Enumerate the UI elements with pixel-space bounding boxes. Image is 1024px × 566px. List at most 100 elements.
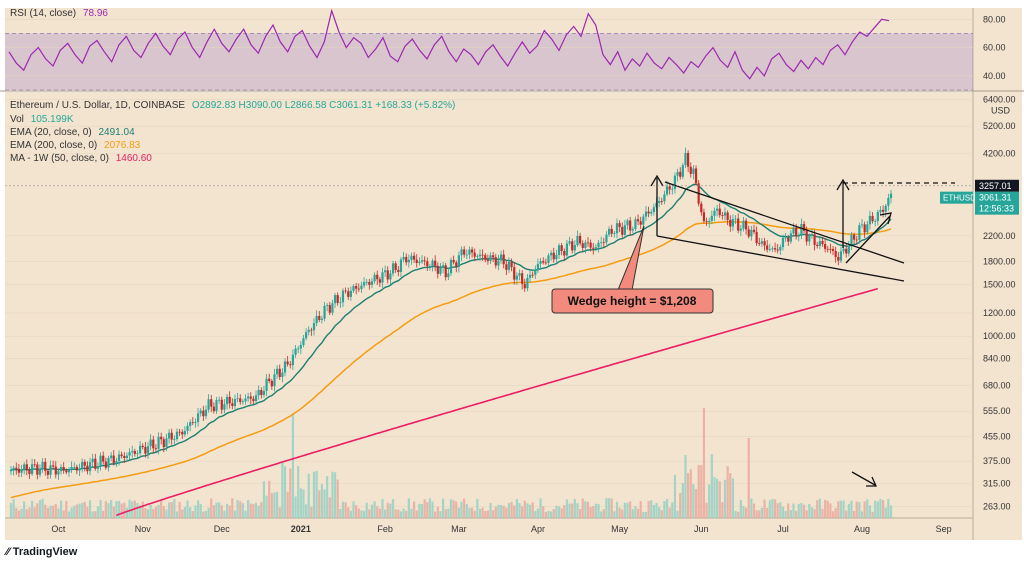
candle-body [636, 219, 640, 222]
candle-body [9, 469, 13, 472]
volume-bar [370, 504, 374, 518]
candle-body [781, 237, 785, 248]
current-symbol-label: ETHUSD [943, 194, 976, 203]
volume-bar [54, 503, 57, 518]
candle-body [278, 368, 281, 377]
volume-bar [776, 503, 779, 518]
volume-bar [247, 500, 250, 518]
volume-bar [249, 503, 252, 518]
candle-body [739, 228, 742, 231]
volume-bar [742, 506, 745, 518]
candle-body [810, 234, 814, 236]
candle-body [576, 235, 579, 246]
volume-bar [676, 510, 679, 518]
candle-body [12, 467, 15, 470]
candle-body [494, 257, 497, 266]
candle-body [797, 235, 800, 237]
volume-bar [773, 499, 777, 518]
candle-body [204, 409, 208, 417]
volume-bar [162, 506, 165, 518]
candle-body [679, 171, 682, 177]
candle-body [876, 212, 879, 222]
current-price-box [975, 191, 1019, 215]
volume-bar [494, 506, 497, 518]
volume-bar [473, 510, 476, 518]
candle-body [426, 261, 429, 267]
volume-bar [652, 504, 655, 518]
symbol-line: Ethereum / U.S. Dollar, 1D, COINBASE [10, 100, 186, 111]
volume-bar [352, 501, 355, 518]
volume-bar [268, 480, 271, 518]
volume-bar [700, 464, 703, 518]
candle-body [513, 267, 516, 280]
candle-body [618, 223, 621, 227]
volume-bar [847, 503, 850, 518]
volume-bar [763, 499, 766, 518]
volume-bar [252, 504, 255, 518]
candle-body [684, 152, 687, 166]
candle-body [341, 290, 345, 303]
candle-body [299, 344, 302, 349]
volume-bar [202, 511, 205, 518]
volume-bar [378, 508, 381, 518]
volume-bar [702, 408, 706, 518]
volume-bar [405, 510, 408, 518]
volume-bar [600, 511, 603, 518]
volume-bar [270, 493, 273, 518]
candle-body [579, 235, 582, 244]
candle-body [439, 267, 442, 274]
candle-body [399, 259, 403, 272]
volume-bar [46, 507, 49, 518]
volume-bar [750, 498, 753, 518]
candle-body [665, 186, 669, 195]
candle-body [283, 361, 287, 373]
volume-bar [460, 501, 463, 518]
candle-body [218, 399, 221, 401]
volume-bar [626, 502, 629, 518]
volume-bar [513, 505, 516, 518]
volume-bar [415, 510, 418, 518]
candle-body [170, 432, 173, 440]
candle-body [615, 223, 619, 234]
candle-body [573, 245, 576, 251]
volume-bar [52, 505, 55, 518]
volume-bar [17, 510, 21, 518]
volume-bar [557, 506, 561, 518]
candle-body [110, 455, 113, 458]
candle-body [813, 234, 816, 245]
volume-bar [81, 502, 84, 518]
volume-bar [117, 500, 121, 518]
time-axis-background [5, 518, 973, 540]
volume-bar [67, 511, 71, 518]
candle-body [157, 436, 160, 449]
price-tag-box [975, 179, 1019, 192]
volume-bar [86, 506, 89, 518]
candle-body [521, 273, 524, 284]
legend-ema200: EMA (200, close, 0) 2076.83 [10, 140, 140, 151]
volume-bar [191, 511, 194, 518]
volume-bar [273, 492, 276, 518]
volume-bar [244, 510, 247, 518]
candle-body [212, 406, 215, 412]
volume-bar [818, 498, 821, 518]
volume-bar [20, 508, 23, 518]
price-axis-background [973, 8, 1022, 540]
time-tick-label-9: Jul [777, 524, 789, 534]
candle-body [336, 295, 339, 303]
volume-bar [115, 501, 118, 518]
candle-body [415, 259, 418, 263]
candle-body [407, 259, 410, 263]
candle-body [557, 245, 561, 256]
candle-body [44, 461, 47, 471]
volume-bar [199, 503, 202, 518]
volume-bar [331, 471, 334, 518]
volume-bar [486, 510, 489, 518]
candle-body [389, 273, 392, 280]
callout-box [551, 288, 714, 314]
volume-bar [70, 507, 73, 518]
candle-body [526, 277, 529, 289]
candle-body [244, 398, 247, 402]
candle-body [502, 254, 505, 265]
volume-bar [144, 508, 147, 518]
candle-body [713, 210, 716, 216]
